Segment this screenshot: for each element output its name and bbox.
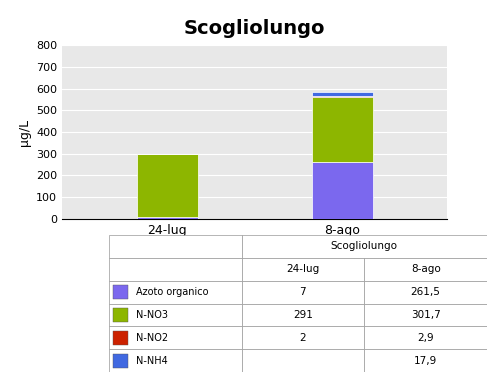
FancyBboxPatch shape (113, 308, 128, 322)
FancyBboxPatch shape (242, 235, 487, 258)
Text: 2: 2 (300, 333, 306, 343)
FancyBboxPatch shape (364, 258, 487, 281)
Bar (312, 162, 373, 219)
Text: 291: 291 (293, 310, 313, 320)
FancyBboxPatch shape (364, 326, 487, 349)
Text: 301,7: 301,7 (411, 310, 440, 320)
FancyBboxPatch shape (109, 235, 242, 258)
Bar (137, 154, 198, 217)
Bar (312, 92, 373, 96)
FancyBboxPatch shape (242, 304, 364, 326)
FancyBboxPatch shape (242, 349, 364, 372)
Text: N-NH4: N-NH4 (136, 356, 167, 366)
Bar (312, 96, 373, 97)
Text: 2,9: 2,9 (417, 333, 434, 343)
FancyBboxPatch shape (364, 304, 487, 326)
FancyBboxPatch shape (113, 331, 128, 345)
Text: Scogliolungo: Scogliolungo (331, 241, 398, 252)
Title: Scogliolungo: Scogliolungo (184, 19, 326, 38)
Y-axis label: µg/L: µg/L (17, 118, 31, 146)
FancyBboxPatch shape (109, 349, 242, 372)
FancyBboxPatch shape (364, 349, 487, 372)
FancyBboxPatch shape (242, 258, 364, 281)
Bar (137, 217, 198, 219)
Text: N-NO3: N-NO3 (136, 310, 168, 320)
Text: 17,9: 17,9 (414, 356, 437, 366)
FancyBboxPatch shape (364, 281, 487, 304)
Text: 7: 7 (300, 287, 306, 297)
FancyBboxPatch shape (242, 281, 364, 304)
Text: 8-ago: 8-ago (411, 264, 440, 274)
Text: 24-lug: 24-lug (286, 264, 320, 274)
FancyBboxPatch shape (242, 326, 364, 349)
Text: N-NO2: N-NO2 (136, 333, 168, 343)
FancyBboxPatch shape (109, 304, 242, 326)
FancyBboxPatch shape (109, 326, 242, 349)
Text: 261,5: 261,5 (411, 287, 441, 297)
Bar (312, 97, 373, 162)
FancyBboxPatch shape (113, 354, 128, 368)
FancyBboxPatch shape (109, 258, 242, 281)
Text: Azoto organico: Azoto organico (136, 287, 208, 297)
FancyBboxPatch shape (109, 281, 242, 304)
FancyBboxPatch shape (113, 285, 128, 299)
